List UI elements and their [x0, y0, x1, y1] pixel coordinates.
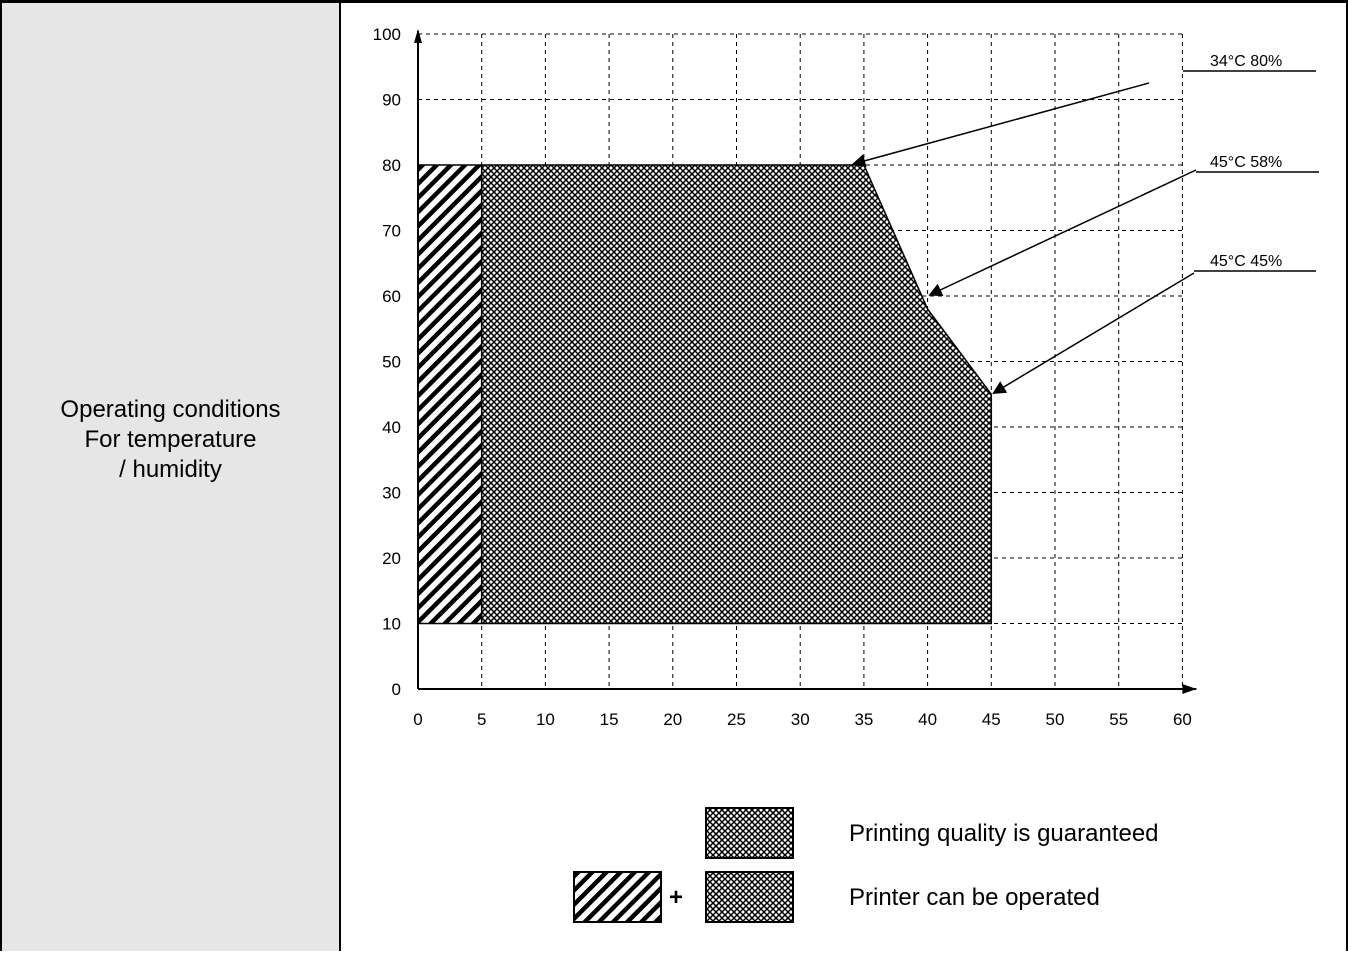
row-label-cell: Operating conditions For temperature / h…	[2, 3, 341, 951]
region-diagonal-hatch	[417, 164, 483, 625]
tick-labels: 0 5 10 15 20 25 30 35 40 45 50 55 60 0 10 20 30 40 50 60 70 8…	[373, 25, 1192, 729]
legend-swatch-diagonal-hatch	[573, 871, 662, 923]
x-tick-label: 5	[477, 710, 486, 729]
y-tick-label: 90	[382, 91, 401, 110]
x-tick-label: 25	[727, 710, 746, 729]
row-label-line-1: Operating conditions	[60, 395, 281, 423]
x-tick-label: 50	[1046, 710, 1065, 729]
callout-label: 45°C 58%	[1210, 154, 1282, 171]
y-tick-label: 10	[382, 615, 401, 634]
callouts: 34°C 80% 45°C 58% 45°C 45%	[851, 53, 1319, 394]
row-label: Operating conditions For temperature / h…	[60, 395, 280, 485]
x-tick-label: 40	[918, 710, 937, 729]
row-label-line-2: For temperature	[84, 425, 257, 453]
callout-arrow	[992, 272, 1195, 394]
y-tick-label: 70	[382, 222, 401, 241]
x-axis-arrow	[1182, 684, 1197, 694]
row-label-line-3: / humidity	[119, 455, 222, 483]
regions	[417, 164, 993, 625]
callout-arrow	[928, 169, 1197, 296]
x-tick-label: 60	[1173, 710, 1192, 729]
x-tick-label: 20	[663, 710, 682, 729]
legend-item: + Printer can be operated	[573, 871, 1100, 923]
legend-plus: +	[669, 884, 683, 911]
chart-cell: 0 5 10 15 20 25 30 35 40 45 50 55 60 0 10 20 30 40 50 60 70 8…	[341, 3, 1346, 951]
y-tick-label: 20	[382, 549, 401, 568]
legend-swatch-crosshatch	[705, 807, 794, 859]
callout: 45°C 58%	[928, 154, 1319, 296]
callout-label: 34°C 80%	[1210, 53, 1282, 70]
callout: 34°C 80%	[851, 53, 1316, 168]
callout: 45°C 45%	[992, 253, 1316, 394]
y-tick-label: 100	[373, 25, 401, 44]
y-tick-label: 50	[382, 353, 401, 372]
legend-item: Printing quality is guaranteed	[705, 807, 1159, 859]
y-tick-label: 60	[382, 287, 401, 306]
x-tick-label: 45	[982, 710, 1001, 729]
x-tick-label: 10	[536, 710, 555, 729]
y-tick-label: 0	[392, 680, 401, 699]
y-tick-label: 40	[382, 418, 401, 437]
legend: Printing quality is guaranteed + Printer c…	[573, 807, 1159, 923]
y-axis-arrow	[414, 29, 422, 43]
x-tick-label: 35	[854, 710, 873, 729]
legend-label: Printer can be operated	[849, 884, 1100, 911]
region-crosshatch	[480, 164, 993, 625]
x-tick-label: 15	[600, 710, 619, 729]
y-tick-label: 30	[382, 484, 401, 503]
axes	[414, 29, 1197, 694]
callout-label: 45°C 45%	[1210, 253, 1282, 270]
callout-arrow	[851, 82, 1150, 168]
x-tick-label: 30	[791, 710, 810, 729]
legend-label: Printing quality is guaranteed	[849, 820, 1159, 847]
legend-swatch-crosshatch	[705, 871, 794, 923]
x-tick-label: 0	[413, 710, 422, 729]
y-tick-label: 80	[382, 156, 401, 175]
temperature-humidity-chart: 0 5 10 15 20 25 30 35 40 45 50 55 60 0 10 20 30 40 50 60 70 8…	[373, 25, 1319, 923]
x-tick-label: 55	[1109, 710, 1128, 729]
